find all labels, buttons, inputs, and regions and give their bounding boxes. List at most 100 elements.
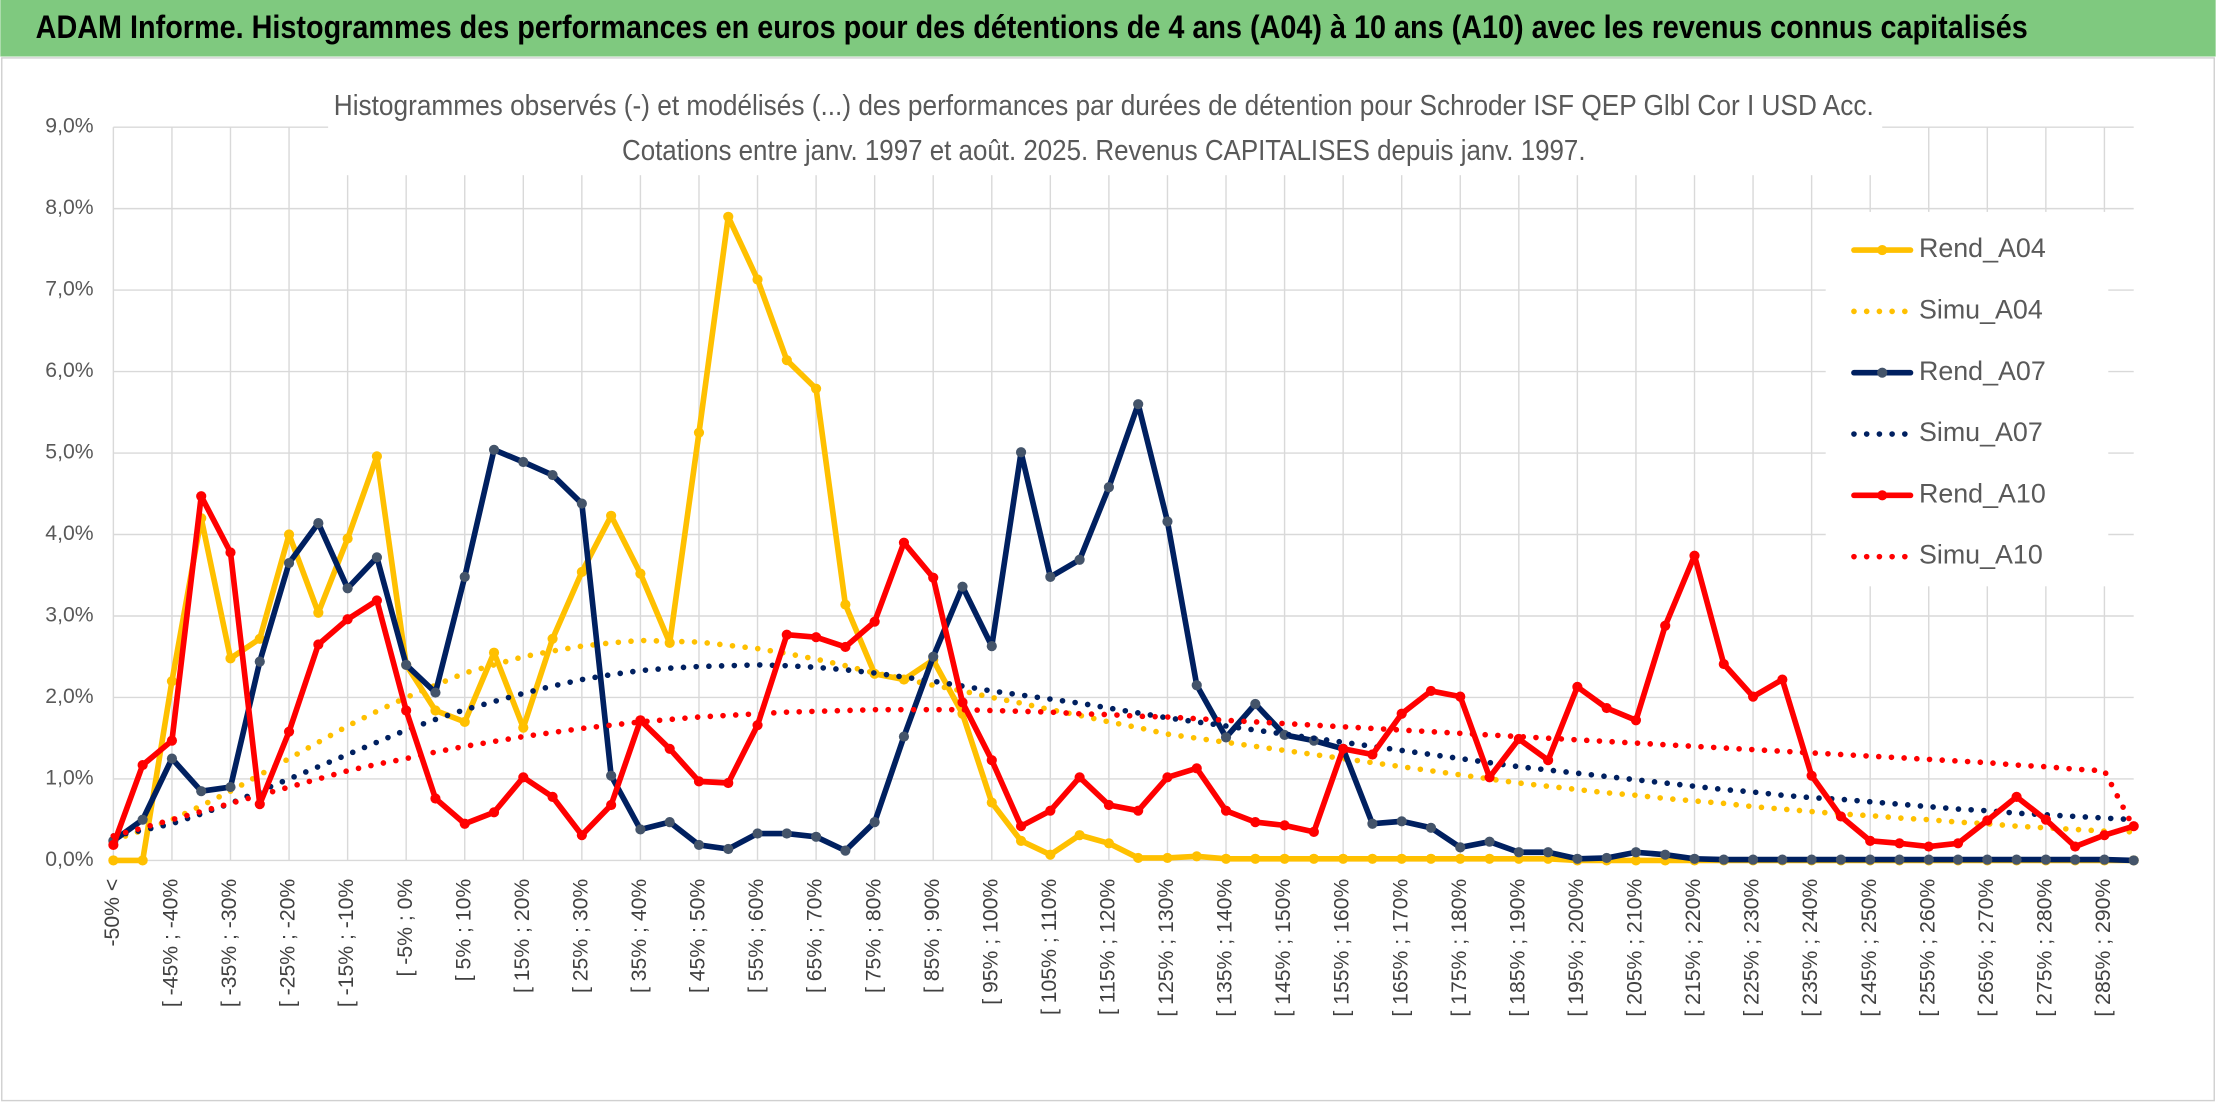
data-point — [1074, 554, 1085, 565]
data-point — [752, 720, 763, 731]
data-point — [1367, 749, 1378, 760]
data-point — [898, 537, 910, 548]
data-point — [1894, 854, 1905, 865]
data-point — [1982, 815, 1993, 826]
data-point — [1250, 853, 1261, 864]
data-point — [986, 797, 997, 808]
data-point — [2070, 841, 2081, 852]
data-point — [1191, 680, 1202, 691]
data-point — [430, 687, 441, 698]
y-tick-label: 1,0% — [45, 767, 93, 790]
series-line — [110, 493, 2137, 850]
data-point — [752, 274, 763, 285]
data-point — [1015, 821, 1027, 832]
data-point — [576, 830, 587, 841]
data-point — [518, 772, 529, 783]
data-point — [1601, 702, 1612, 714]
series-line — [110, 637, 2137, 843]
data-point — [196, 491, 207, 502]
data-point — [664, 743, 675, 754]
data-point — [1806, 854, 1817, 865]
data-point — [1513, 847, 1524, 858]
data-point — [225, 781, 236, 793]
data-point — [811, 831, 822, 842]
x-tick-label: [ 105% ; 110% — [1038, 879, 1061, 1015]
data-point — [1425, 685, 1437, 697]
data-point — [166, 735, 178, 746]
data-point — [1747, 854, 1759, 865]
data-point — [1689, 550, 1700, 561]
data-point — [898, 731, 910, 742]
data-point — [1308, 853, 1319, 864]
data-point — [840, 641, 851, 653]
data-point — [1250, 817, 1261, 828]
legend-box — [1825, 211, 2109, 587]
data-point — [1133, 399, 1144, 410]
x-tick-label: [ 165% ; 170% — [1389, 879, 1412, 1017]
data-point — [430, 793, 441, 804]
data-point — [166, 753, 178, 764]
data-point — [781, 629, 792, 640]
data-point — [547, 469, 558, 481]
data-point — [1045, 571, 1056, 582]
x-tick-label: [ 235% ; 240% — [1799, 879, 1822, 1017]
data-point — [1601, 852, 1612, 864]
data-point — [313, 518, 324, 529]
data-point — [1133, 805, 1144, 816]
data-point — [1982, 854, 1993, 865]
x-tick-label: [ 205% ; 210% — [1624, 879, 1647, 1017]
legend-marker — [1877, 244, 1888, 256]
data-point — [2070, 854, 2081, 865]
data-point — [1455, 853, 1466, 864]
data-point — [1191, 851, 1202, 862]
data-point — [1162, 852, 1173, 864]
data-point — [401, 659, 412, 670]
data-point — [635, 568, 646, 579]
x-tick-label: [ 195% ; 200% — [1565, 879, 1588, 1017]
data-point — [1279, 853, 1290, 864]
data-point — [1718, 854, 1729, 865]
data-point — [518, 722, 529, 733]
x-tick-label: [ 145% ; 150% — [1272, 879, 1295, 1017]
x-tick-label: [ 45% ; 50% — [687, 879, 710, 993]
data-point — [2040, 814, 2051, 825]
data-point — [459, 716, 470, 727]
data-point — [1572, 853, 1583, 864]
data-point — [2128, 821, 2139, 832]
x-tick-label: [ 95% ; 100% — [979, 879, 1002, 1005]
x-tick-label: [ 15% ; 20% — [511, 879, 534, 993]
data-point — [1660, 849, 1671, 860]
data-point — [342, 583, 353, 594]
data-point — [693, 839, 705, 851]
data-point — [547, 633, 558, 644]
data-point — [693, 776, 705, 787]
data-point — [1630, 847, 1642, 858]
legend-label: Simu_A10 — [1919, 540, 2043, 570]
legend-label: Rend_A07 — [1919, 356, 2046, 386]
data-point — [1220, 732, 1232, 743]
x-tick-label: [ 225% ; 230% — [1741, 879, 1764, 1017]
x-tick-label: [ 255% ; 260% — [1916, 879, 1939, 1017]
x-tick-label: [ 135% ; 140% — [1214, 879, 1237, 1017]
data-point — [1338, 853, 1349, 864]
x-tick-label: [ 75% ; 80% — [862, 879, 885, 993]
data-point — [635, 824, 646, 835]
data-point — [840, 599, 851, 610]
data-point — [108, 839, 119, 851]
data-point — [1543, 847, 1554, 858]
data-point — [1572, 681, 1583, 692]
x-tick-label: [ 215% ; 220% — [1682, 879, 1705, 1017]
data-point — [1074, 772, 1085, 783]
x-tick-label: [ -25% ; -20% — [277, 879, 300, 1008]
data-point — [811, 632, 822, 643]
x-tick-label: [ 245% ; 250% — [1858, 879, 1881, 1017]
data-point — [1923, 841, 1934, 852]
data-point — [1045, 805, 1056, 816]
data-point — [606, 799, 617, 811]
data-point — [1074, 830, 1085, 841]
data-point — [2099, 830, 2110, 841]
data-point — [606, 770, 617, 781]
data-point — [986, 755, 997, 766]
